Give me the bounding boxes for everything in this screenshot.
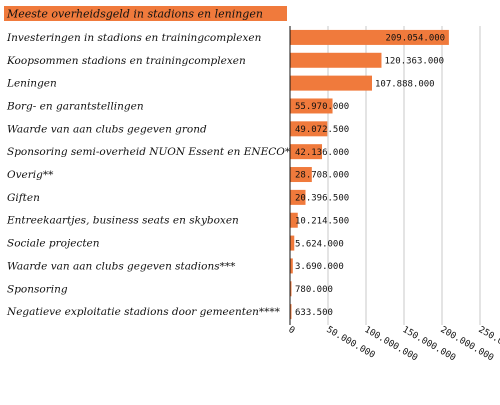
bar-row: Negatieve exploitatie stadions door geme… xyxy=(6,304,333,320)
bar-row: Entreekaartjes, business seats en skybox… xyxy=(6,212,349,228)
bar-row: Waarde van aan clubs gegeven stadions***… xyxy=(7,258,344,274)
data-label: 49.072.500 xyxy=(295,125,349,135)
bar-row: Giften 20.396.500 xyxy=(7,189,349,205)
data-label: 10.214.500 xyxy=(295,216,349,226)
category-label: Giften xyxy=(7,192,40,204)
bar-row: Sponsoring semi-overheid NUON Essent en … xyxy=(7,144,349,160)
bar-row: Investeringen in stadions en trainingcom… xyxy=(6,29,449,45)
data-label: 28.708.000 xyxy=(295,171,349,181)
bar-row: Sociale projecten 5.624.000 xyxy=(7,235,344,251)
bar xyxy=(290,52,382,68)
bar xyxy=(290,29,449,45)
category-label: Koopsommen stadions en trainingcomplexen xyxy=(6,55,246,67)
bar xyxy=(290,144,323,160)
data-label: 107.888.000 xyxy=(375,79,435,89)
bar xyxy=(290,75,372,91)
chart-title: Meeste overheidsgeld in stadions en leni… xyxy=(6,8,263,21)
data-label: 120.363.000 xyxy=(384,56,444,66)
data-label: 780.000 xyxy=(295,285,333,295)
bar-row: Koopsommen stadions en trainingcomplexen… xyxy=(6,52,444,68)
category-label: Sociale projecten xyxy=(7,238,100,250)
bar-row: Borg- en garantstellingen 55.970.000 xyxy=(6,98,349,114)
data-label: 42.136.000 xyxy=(295,148,349,158)
bar xyxy=(290,235,295,251)
x-tick-label: 0 xyxy=(287,325,297,336)
bar xyxy=(290,281,292,297)
title-background xyxy=(4,6,287,21)
bar xyxy=(290,258,293,274)
category-label: Leningen xyxy=(6,78,57,90)
category-label: Waarde van aan clubs gegeven stadions*** xyxy=(7,260,236,272)
data-label: 3.690.000 xyxy=(295,262,344,272)
bar xyxy=(290,167,312,183)
bar xyxy=(290,121,328,137)
category-label: Negatieve exploitatie stadions door geme… xyxy=(6,306,281,318)
data-label: 633.500 xyxy=(295,308,333,318)
bar-row: Leningen 107.888.000 xyxy=(6,75,435,91)
category-label: Sponsoring xyxy=(7,283,68,295)
category-label: Entreekaartjes, business seats en skybox… xyxy=(6,215,239,227)
bar-row: Sponsoring 780.000 xyxy=(7,281,333,297)
bar xyxy=(290,212,298,228)
bar xyxy=(290,98,333,114)
bar xyxy=(290,189,306,205)
title-group: Meeste overheidsgeld in stadions en leni… xyxy=(4,6,287,21)
category-label: Overig** xyxy=(7,169,54,181)
bar xyxy=(290,304,292,320)
category-label: Waarde van aan clubs gegeven grond xyxy=(7,123,207,135)
bar-row: Overig** 28.708.000 xyxy=(7,167,349,183)
category-label: Investeringen in stadions en trainingcom… xyxy=(6,32,262,44)
category-label: Borg- en garantstellingen xyxy=(6,100,144,112)
bar-row: Waarde van aan clubs gegeven grond 49.072… xyxy=(7,121,349,137)
rows: Investeringen in stadions en trainingcom… xyxy=(6,29,449,320)
category-label: Sponsoring semi-overheid NUON Essent en … xyxy=(7,146,291,158)
data-label: 20.396.500 xyxy=(295,194,349,204)
data-label: 55.970.000 xyxy=(295,102,349,112)
data-label: 209.054.000 xyxy=(385,34,445,44)
data-label: 5.624.000 xyxy=(295,239,344,249)
